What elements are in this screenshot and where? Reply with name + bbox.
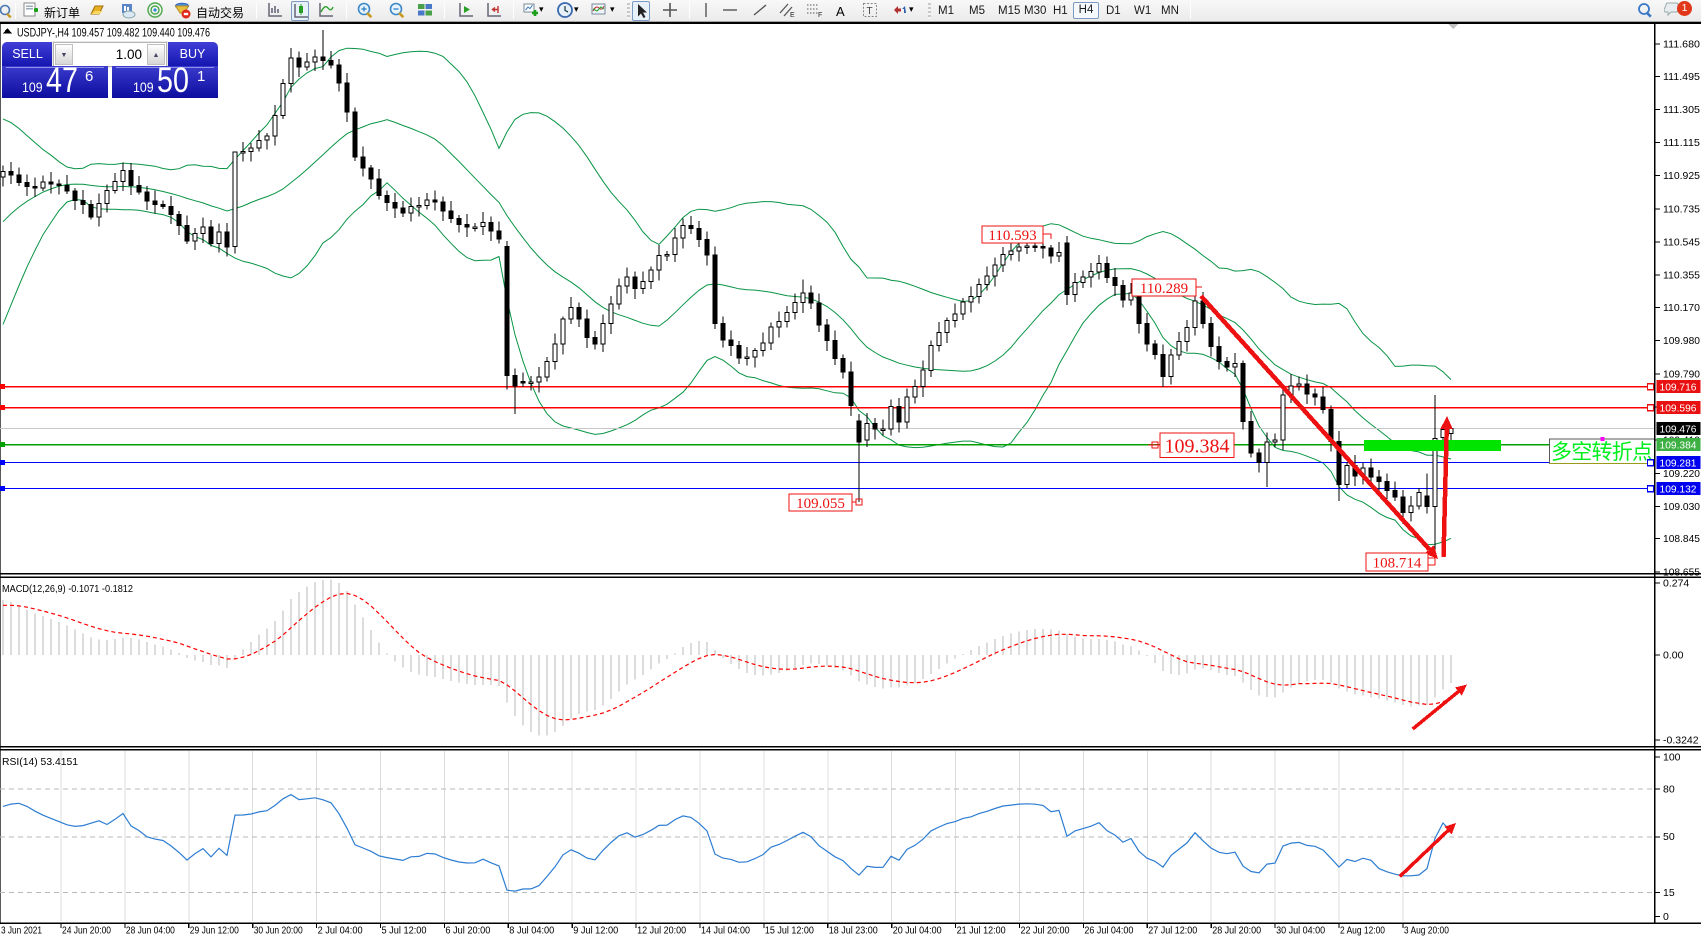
svg-text:RSI(14) 53.4151: RSI(14) 53.4151 (2, 756, 78, 768)
svg-text:USDJPY-,H4 109.457 109.482 10: USDJPY-,H4 109.457 109.482 109.440 109.4… (17, 28, 210, 40)
svg-text:109.384: 109.384 (1660, 440, 1697, 452)
svg-text:28 Jul 20:00: 28 Jul 20:00 (1212, 926, 1261, 936)
svg-text:0: 0 (1663, 911, 1669, 923)
svg-text:30 Jun 20:00: 30 Jun 20:00 (254, 926, 303, 936)
svg-text:109.281: 109.281 (1660, 457, 1697, 469)
svg-text:2 Aug 12:00: 2 Aug 12:00 (1340, 926, 1385, 936)
svg-text:109.030: 109.030 (1663, 501, 1700, 513)
svg-text:28 Jun 04:00: 28 Jun 04:00 (126, 926, 175, 936)
svg-text:F: F (818, 12, 822, 19)
svg-text:-0.3242: -0.3242 (1663, 735, 1699, 747)
svg-text:109.596: 109.596 (1660, 403, 1697, 415)
svg-text:108.714: 108.714 (1373, 555, 1422, 571)
svg-text:100: 100 (1663, 752, 1681, 764)
svg-text:80: 80 (1663, 783, 1675, 795)
svg-text:108.655: 108.655 (1663, 566, 1700, 578)
svg-text:109.980: 109.980 (1663, 335, 1700, 347)
svg-text:110.289: 110.289 (1140, 281, 1188, 297)
svg-text:29 Jun 12:00: 29 Jun 12:00 (190, 926, 239, 936)
svg-text:多空转折点: 多空转折点 (1551, 441, 1653, 464)
svg-text:109.716: 109.716 (1660, 382, 1697, 394)
svg-text:108.845: 108.845 (1663, 533, 1700, 545)
svg-text:109.132: 109.132 (1660, 483, 1697, 495)
svg-text:109.790: 109.790 (1663, 368, 1700, 380)
svg-text:109.476: 109.476 (1660, 423, 1697, 435)
svg-text:9 Jul 12:00: 9 Jul 12:00 (573, 926, 618, 936)
svg-text:3 Jun 2021: 3 Jun 2021 (1, 926, 42, 936)
svg-text:15: 15 (1663, 887, 1675, 899)
svg-text:T: T (867, 6, 873, 17)
svg-text:110.735: 110.735 (1663, 203, 1700, 215)
svg-text:110.925: 110.925 (1663, 170, 1700, 182)
svg-text:14 Jul 04:00: 14 Jul 04:00 (701, 926, 750, 936)
svg-text:109.384: 109.384 (1165, 435, 1230, 457)
svg-text:MACD(12,26,9) -0.1071 -0.1812: MACD(12,26,9) -0.1071 -0.1812 (2, 583, 133, 595)
svg-text:110.593: 110.593 (988, 228, 1036, 244)
svg-text:0.00: 0.00 (1663, 650, 1684, 662)
svg-text:3 Aug 20:00: 3 Aug 20:00 (1404, 926, 1449, 936)
svg-text:111.115: 111.115 (1663, 137, 1700, 149)
svg-text:26 Jul 04:00: 26 Jul 04:00 (1084, 926, 1133, 936)
svg-text:22 Jul 20:00: 22 Jul 20:00 (1021, 926, 1070, 936)
svg-text:109.220: 109.220 (1663, 468, 1700, 480)
svg-text:110.170: 110.170 (1663, 302, 1700, 314)
svg-text:5 Jul 12:00: 5 Jul 12:00 (382, 926, 427, 936)
svg-text:27 Jul 12:00: 27 Jul 12:00 (1148, 926, 1197, 936)
svg-text:111.680: 111.680 (1663, 39, 1700, 51)
svg-text:12 Jul 20:00: 12 Jul 20:00 (637, 926, 686, 936)
svg-text:111.495: 111.495 (1663, 71, 1700, 83)
svg-text:8 Jul 04:00: 8 Jul 04:00 (509, 926, 554, 936)
svg-text:0.274: 0.274 (1663, 578, 1689, 590)
svg-text:110.545: 110.545 (1663, 237, 1700, 249)
svg-text:30 Jul 04:00: 30 Jul 04:00 (1276, 926, 1325, 936)
svg-text:21 Jul 12:00: 21 Jul 12:00 (957, 926, 1006, 936)
svg-text:24 Jun 20:00: 24 Jun 20:00 (62, 926, 111, 936)
svg-text:6 Jul 20:00: 6 Jul 20:00 (445, 926, 490, 936)
svg-text:109.055: 109.055 (796, 496, 845, 512)
svg-text:2 Jul 04:00: 2 Jul 04:00 (318, 926, 363, 936)
svg-text:20 Jul 04:00: 20 Jul 04:00 (893, 926, 942, 936)
svg-text:111.305: 111.305 (1663, 104, 1700, 116)
svg-text:110.355: 110.355 (1663, 270, 1700, 282)
svg-text:18 Jul 23:00: 18 Jul 23:00 (829, 926, 878, 936)
svg-text:E: E (790, 12, 795, 19)
svg-text:15 Jul 12:00: 15 Jul 12:00 (765, 926, 814, 936)
svg-text:50: 50 (1663, 831, 1675, 843)
